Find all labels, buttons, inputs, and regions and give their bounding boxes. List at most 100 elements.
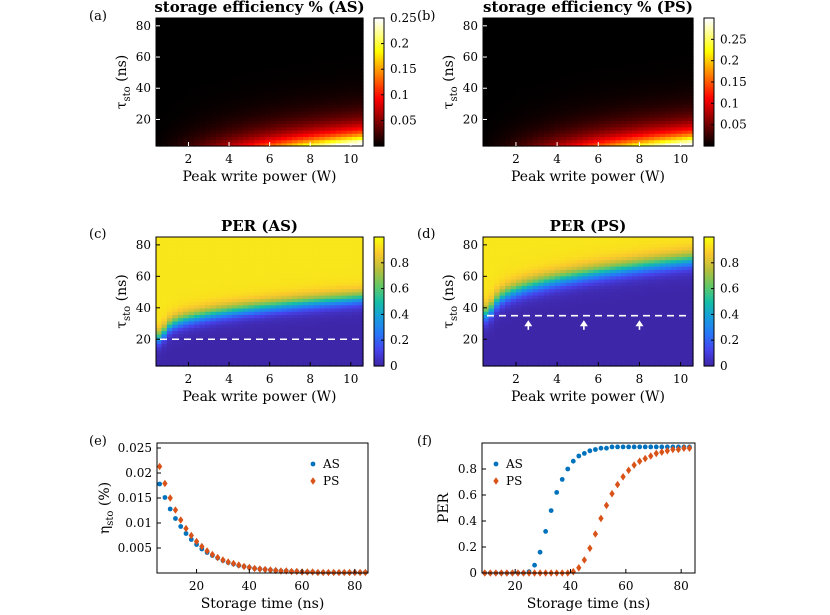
heatmap-cell [177, 278, 184, 283]
heatmap-cell [303, 349, 310, 354]
heatmap-cell [560, 142, 567, 147]
heatmap-cell [308, 72, 315, 77]
heatmap-cell [582, 62, 589, 67]
heatmap-cell [632, 27, 639, 32]
heatmap-cell [308, 104, 315, 109]
heatmap-cell [610, 101, 617, 105]
heatmap-cell [243, 266, 250, 270]
heatmap-cell [505, 136, 512, 141]
heatmap-cell [483, 249, 490, 254]
heatmap-cell [335, 353, 342, 357]
heatmap-cell [199, 85, 206, 89]
colorbar-cell [374, 100, 384, 103]
heatmap-cell [237, 56, 244, 61]
heatmap-cell [177, 359, 184, 364]
heatmap-cell [243, 139, 250, 144]
heatmap-cell [643, 59, 650, 64]
heatmap-cell [621, 59, 628, 64]
heatmap-cell [549, 43, 556, 48]
heatmap-cell [161, 110, 168, 115]
heatmap-cell [319, 249, 326, 254]
heatmap-cell [313, 324, 321, 328]
heatmap-cell [357, 330, 364, 335]
heatmap-cell [177, 66, 184, 70]
heatmap-cell [254, 110, 261, 115]
heatmap-cell [483, 40, 490, 45]
heatmap-cell [237, 50, 244, 54]
heatmap-cell [565, 101, 573, 105]
heatmap-cell [483, 130, 490, 134]
heatmap-cell [346, 285, 353, 290]
heatmap-cell [275, 278, 282, 283]
colorbar-cell [374, 315, 384, 319]
heatmap-cell [156, 298, 163, 303]
heatmap-cell [516, 123, 523, 128]
heatmap-cell [352, 34, 359, 38]
heatmap-cell [281, 59, 288, 64]
heatmap-cell [324, 53, 331, 57]
heatmap-cell [161, 356, 168, 361]
heatmap-cell [292, 123, 299, 128]
heatmap-cell [521, 53, 528, 57]
heatmap-cell [319, 237, 326, 241]
heatmap-cell [303, 18, 310, 22]
colorbar-cell [374, 305, 384, 309]
heatmap-cell [221, 262, 228, 267]
heatmap-cell [319, 301, 326, 306]
heatmap-cell [621, 43, 628, 48]
heatmap-cell [516, 62, 523, 67]
heatmap-cell [560, 59, 567, 64]
heatmap-cell [659, 117, 666, 121]
heatmap-cell [330, 69, 337, 73]
heatmap-cell [292, 317, 299, 322]
heatmap-cell [516, 101, 523, 105]
heatmap-cell [297, 253, 304, 257]
heatmap-cell [538, 78, 545, 83]
heatmap-cell [352, 291, 359, 296]
heatmap-cell [243, 30, 250, 35]
heatmap-cell [254, 21, 261, 25]
heatmap-cell [215, 243, 222, 248]
heatmap-cell [183, 253, 190, 257]
heatmap-cell [286, 298, 293, 303]
heatmap-cell [571, 91, 578, 96]
heatmap-cell [488, 85, 495, 89]
heatmap-cell [237, 282, 244, 286]
heatmap-cell [632, 101, 639, 105]
heatmap-cell [560, 110, 567, 115]
heatmap-cell [330, 278, 337, 283]
heatmap-cell [243, 78, 250, 83]
heatmap-cell [303, 269, 310, 274]
y-tick-label: 60 [136, 50, 151, 64]
heatmap-cell [346, 130, 353, 134]
heatmap-cell [254, 18, 261, 22]
heatmap-cell [183, 101, 190, 105]
heatmap-cell [357, 43, 364, 48]
heatmap-cell [341, 353, 348, 357]
heatmap-cell [275, 320, 282, 325]
heatmap-cell [226, 69, 233, 73]
heatmap-cell [166, 50, 173, 54]
heatmap-cell [676, 114, 683, 118]
heatmap-cell [286, 117, 293, 121]
heatmap-cell [319, 72, 326, 77]
heatmap-cell [183, 30, 190, 35]
heatmap-cell [259, 88, 266, 93]
heatmap-cell [215, 85, 222, 89]
heatmap-cell [599, 91, 606, 96]
heatmap-cell [172, 240, 179, 245]
heatmap-cell [554, 98, 561, 102]
heatmap-cell [330, 340, 337, 345]
heatmap-cell [243, 43, 250, 48]
heatmap-cell [156, 356, 163, 361]
heatmap-cell [205, 78, 212, 83]
heatmap-cell [499, 69, 506, 73]
heatmap-cell [166, 18, 173, 22]
heatmap-cell [324, 246, 331, 251]
heatmap-cell [156, 256, 163, 261]
heatmap-cell [303, 359, 310, 364]
heatmap-cell [494, 307, 501, 312]
heatmap-cell [205, 330, 212, 335]
heatmap-cell [183, 298, 190, 303]
heatmap-cell [205, 56, 212, 61]
